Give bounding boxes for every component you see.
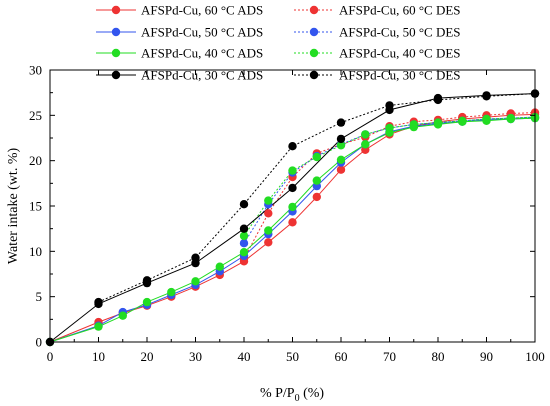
y-tick-label: 5	[36, 289, 43, 304]
series-5-point	[312, 176, 321, 185]
series-6-point	[409, 120, 418, 129]
series-8-point	[94, 297, 103, 307]
series-6-point	[264, 196, 273, 205]
axes: 0 10 20 30 40 50 60 70 80 90 100 0 5 10 15 20 25 30	[29, 63, 545, 365]
series-4-point	[239, 239, 249, 248]
series-6-point	[336, 141, 346, 150]
series-5-point	[118, 311, 128, 320]
x-tick-label: 10	[92, 349, 105, 364]
legend-marker-4	[309, 27, 319, 37]
series-6-point	[433, 118, 443, 127]
y-tick-label: 20	[29, 153, 42, 168]
series-1-point	[264, 238, 273, 247]
y-tick-label: 10	[29, 244, 42, 259]
x-tick-label: 30	[189, 349, 202, 364]
legend-label-2: AFSPd-Cu, 60 °C DES	[339, 3, 461, 18]
series-8-point	[239, 200, 249, 209]
legend-marker-7	[111, 70, 121, 80]
series-1-point	[336, 165, 346, 174]
series-8-point	[433, 95, 443, 105]
x-tick-label: 40	[238, 349, 251, 364]
series-8-point	[336, 118, 346, 127]
series-7-point	[239, 224, 249, 233]
x-axis-label-main: % P/P	[260, 386, 295, 401]
legend-label-7: AFSPd-Cu, 30 °C ADS	[141, 68, 263, 83]
series-6-point	[288, 166, 297, 175]
x-axis-label: % P/P0 (%)	[260, 386, 324, 404]
series-5-point	[94, 322, 103, 331]
legend-marker-1	[111, 5, 121, 15]
series-6-point	[312, 152, 321, 162]
series-8-point	[142, 276, 152, 285]
series-5-point	[215, 262, 224, 271]
series-1-point	[312, 192, 321, 202]
plot-lines	[49, 93, 536, 343]
legend-marker-5	[111, 48, 121, 58]
series-8-point	[288, 142, 297, 151]
x-tick-label: 60	[335, 349, 348, 364]
series-5-point	[361, 140, 370, 149]
x-tick-label: 0	[47, 349, 54, 364]
series-6-point	[385, 123, 394, 133]
legend-label-6: AFSPd-Cu, 40 °C DES	[339, 46, 461, 61]
series-7-line	[49, 93, 536, 343]
x-tick-label: 100	[525, 349, 545, 364]
x-tick-label: 70	[383, 349, 396, 364]
x-tick-label: 20	[141, 349, 154, 364]
series-5-point	[142, 297, 152, 307]
series-2-point	[264, 209, 273, 218]
series-6-point	[239, 231, 249, 241]
y-tick-label: 30	[29, 63, 42, 78]
series-5-point	[288, 202, 297, 212]
y-tick-label: 15	[29, 199, 42, 214]
series-5-point	[167, 287, 176, 297]
legend: AFSPd-Cu, 60 °C ADS AFSPd-Cu, 60 °C DES AF…	[96, 3, 461, 83]
legend-marker-3	[111, 27, 121, 37]
legend-marker-6	[309, 48, 319, 58]
series-5-point	[239, 248, 249, 257]
legend-marker-8	[309, 70, 319, 80]
x-tick-label: 90	[480, 349, 493, 364]
series-5-point	[264, 226, 273, 235]
series-8-point	[482, 92, 491, 101]
x-tick-label: 80	[432, 349, 445, 364]
series-1-point	[288, 218, 297, 227]
legend-label-8: AFSPd-Cu, 30 °C DES	[339, 68, 461, 83]
series-8-point	[385, 101, 394, 110]
series-5-point	[336, 155, 346, 164]
series-6-point	[506, 113, 515, 123]
y-tick-label: 25	[29, 108, 42, 123]
x-axis-label-subscript: 0	[295, 393, 300, 404]
x-tick-label: 50	[286, 349, 299, 364]
y-axis-label: Water intake (wt. %)	[6, 148, 21, 265]
series-5-point	[191, 277, 200, 286]
series-7-point	[336, 134, 346, 144]
plot-points	[45, 89, 540, 347]
legend-marker-2	[309, 5, 319, 15]
x-axis-label-tail: (%)	[300, 386, 325, 401]
series-6-point	[482, 114, 491, 124]
legend-label-5: AFSPd-Cu, 40 °C ADS	[141, 46, 263, 61]
legend-label-1: AFSPd-Cu, 60 °C ADS	[141, 3, 263, 18]
series-6-point	[458, 116, 467, 126]
series-8-point	[191, 253, 200, 262]
series-7-point	[288, 183, 297, 193]
series-8-line	[98, 93, 536, 303]
y-tick-label: 0	[36, 335, 43, 350]
series-6-point	[361, 130, 370, 139]
legend-label-3: AFSPd-Cu, 50 °C ADS	[141, 25, 263, 40]
legend-label-4: AFSPd-Cu, 50 °C DES	[339, 25, 461, 40]
